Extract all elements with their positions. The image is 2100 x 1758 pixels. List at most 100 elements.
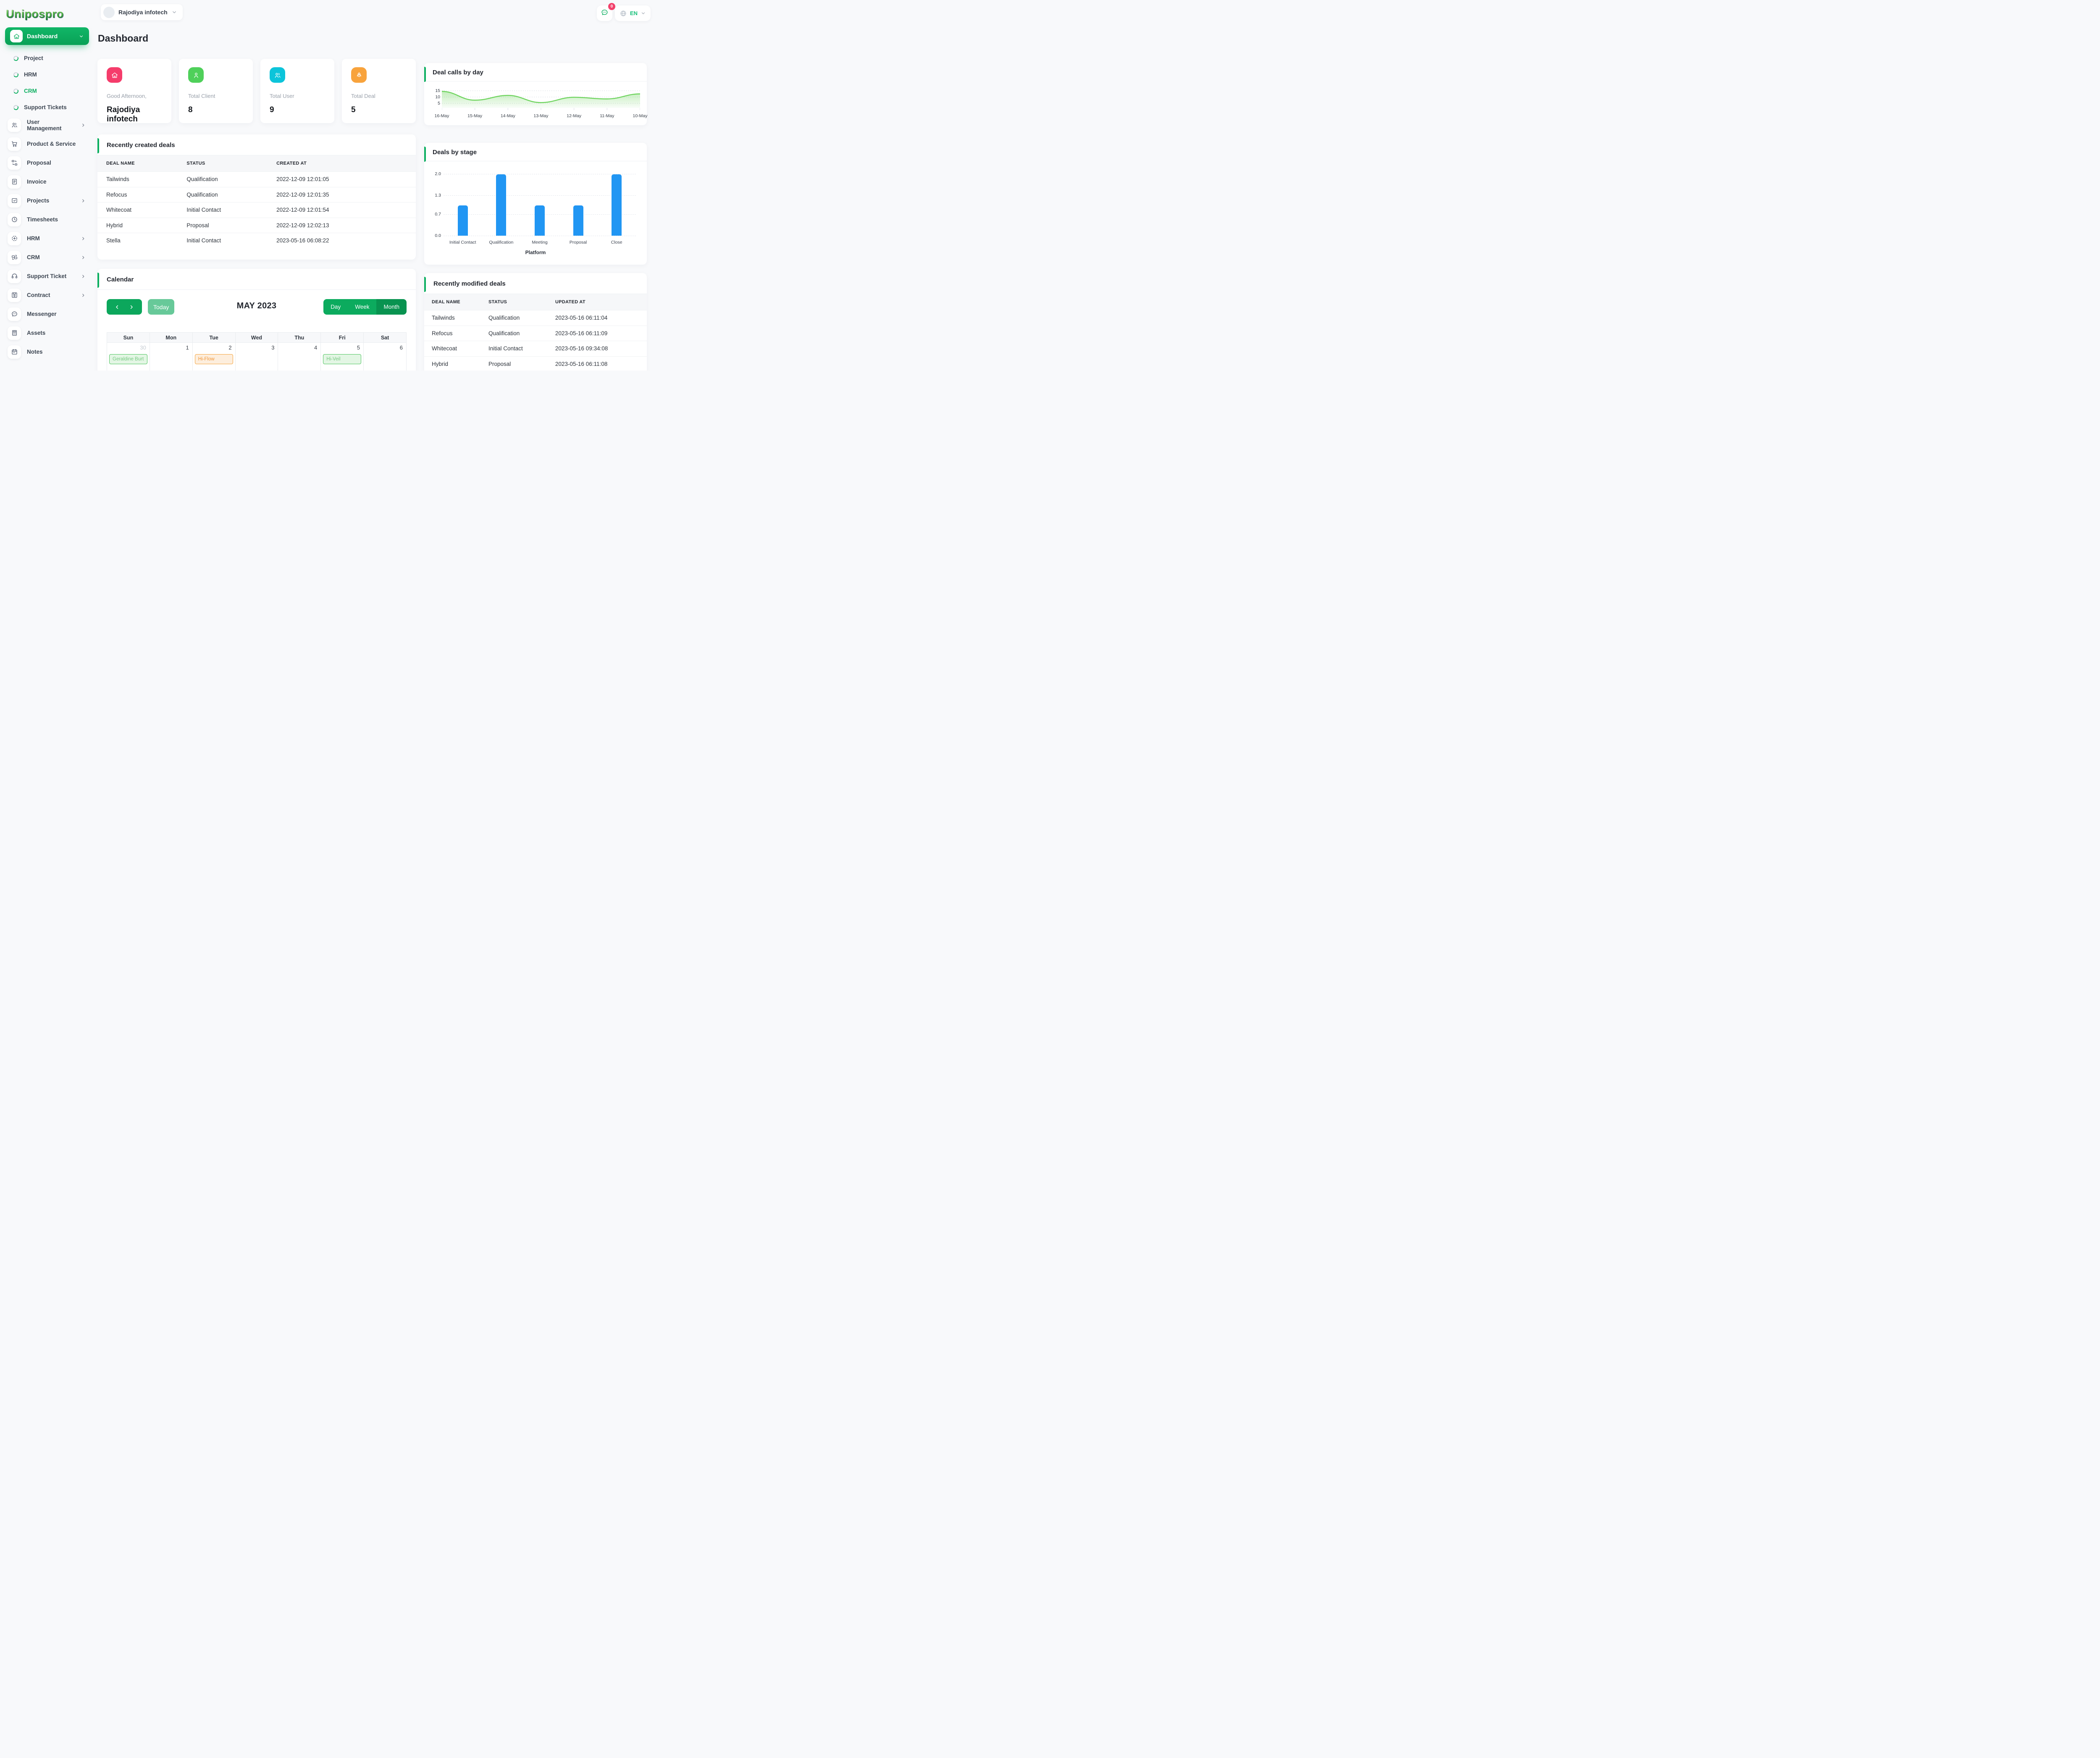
rocket-icon xyxy=(351,67,367,83)
table-cell: Qualification xyxy=(186,191,218,198)
view-button-month[interactable]: Month xyxy=(376,299,407,315)
table-cell: 2023-05-16 06:08:22 xyxy=(276,237,329,244)
chevron-right-icon xyxy=(81,255,86,260)
repeat-icon xyxy=(8,250,21,264)
x-tick-label: 16-May xyxy=(434,113,449,118)
table-header-row: DEAL NAME STATUS CREATED AT xyxy=(97,155,416,171)
calendar-day-cell[interactable]: 30 Geraldine Burt xyxy=(107,343,150,371)
today-button[interactable]: Today xyxy=(148,299,175,315)
calendar-day-cell[interactable]: 1 xyxy=(150,343,192,371)
calendar-day-cell[interactable]: 5 Hi-Veil xyxy=(321,343,364,371)
calculator-icon xyxy=(8,326,21,340)
calendar-grid: Sun Mon Tue Wed Thu Fri Sat 30 Geraldine Burt 1 2 H… xyxy=(107,332,407,371)
sidebar-item-proposal[interactable]: Proposal xyxy=(5,153,89,172)
x-tick-label: 13-May xyxy=(533,113,549,118)
sidebar-item-label: CRM xyxy=(27,254,40,260)
users-icon xyxy=(270,67,285,83)
sidebar-item-support-tickets[interactable]: Support Tickets xyxy=(5,99,89,116)
sidebar-item-notes[interactable]: Notes xyxy=(5,342,89,361)
sidebar-item-label: Proposal xyxy=(27,160,51,166)
sidebar-item-product-service[interactable]: Product & Service xyxy=(5,134,89,153)
sidebar-item-contract[interactable]: Contract xyxy=(5,286,89,305)
chat-icon xyxy=(8,307,21,321)
sidebar-item-messenger[interactable]: Messenger xyxy=(5,305,89,323)
headset-icon xyxy=(8,269,21,283)
sidebar-item-projects[interactable]: Projects xyxy=(5,191,89,210)
language-label: EN xyxy=(630,10,638,16)
table-cell: Refocus xyxy=(432,330,453,336)
stat-card-value: 8 xyxy=(188,105,193,114)
table-cell: 2023-05-16 06:11:04 xyxy=(555,315,608,321)
calendar-toolbar: Today MAY 2023 Day Week Month xyxy=(107,299,407,315)
deal-calls-chart: 15 10 5 16-May 15-May 14-May 13-May 12-May 11-M… xyxy=(433,88,647,124)
sidebar-item-crm[interactable]: CRM xyxy=(5,248,89,267)
bar-close xyxy=(612,174,622,236)
table-cell: Whitecoat xyxy=(106,207,132,213)
x-tick-label: Proposal xyxy=(569,240,587,245)
x-tick-label: 12-May xyxy=(567,113,582,118)
table-cell: Hybrid xyxy=(432,360,449,367)
table-cell: Qualification xyxy=(488,330,520,336)
table-row: Refocus Qualification 2023-05-16 06:11:09 xyxy=(424,325,647,341)
sidebar-item-user-management[interactable]: User Management xyxy=(5,116,89,134)
recent-created-table: DEAL NAME STATUS CREATED AT Tailwinds Qualif… xyxy=(97,155,416,248)
calendar-day-cell[interactable]: 4 xyxy=(278,343,321,371)
y-tick-label: 1.3 xyxy=(435,193,441,198)
sidebar-item-assets[interactable]: Assets xyxy=(5,323,89,342)
sidebar-item-label: Assets xyxy=(27,330,46,336)
prev-button[interactable] xyxy=(114,304,120,310)
company-selector[interactable]: Rajodiya infotech xyxy=(101,4,183,20)
table-cell: Initial Contact xyxy=(186,237,221,244)
table-row: Stella Initial Contact 2023-05-16 06:08:22 xyxy=(97,233,416,248)
stat-card-label: Total User xyxy=(270,93,294,99)
calendar-event[interactable]: Hi-Veil xyxy=(323,354,362,364)
weekday-header: Tue xyxy=(192,333,235,342)
table-row: Whitecoat Initial Contact 2023-05-16 09:34… xyxy=(424,341,647,356)
next-button[interactable] xyxy=(129,304,134,310)
table-cell: 2022-12-09 12:01:54 xyxy=(276,207,329,213)
messages-button[interactable]: 0 xyxy=(597,3,615,21)
stat-card-total-client: Total Client 8 xyxy=(179,59,253,123)
sidebar-item-hrm[interactable]: HRM xyxy=(5,229,89,248)
sidebar-item-crm[interactable]: CRM xyxy=(5,83,89,99)
sidebar-item-timesheets[interactable]: Timesheets xyxy=(5,210,89,229)
deals-by-stage-chart: Platform 2.0 1.3 0.7 0.0 Initial Contact Qual… xyxy=(424,162,647,265)
sidebar: Unipospro Dashboard Project HRM CRM Support … xyxy=(0,0,94,371)
y-tick-label: 2.0 xyxy=(435,171,441,176)
table-cell: Qualification xyxy=(488,315,520,321)
column-header: STATUS xyxy=(186,161,205,166)
bar-initial-contact xyxy=(457,205,468,236)
calendar-nav-group xyxy=(107,299,142,315)
bullet-icon xyxy=(13,104,19,110)
calendar-day-cell[interactable]: 6 xyxy=(364,343,406,371)
home-icon xyxy=(10,30,23,42)
calendar-day-cell[interactable]: 2 Hi-Flow xyxy=(192,343,235,371)
sidebar-item-dashboard[interactable]: Dashboard xyxy=(5,27,89,45)
table-cell: Initial Contact xyxy=(488,345,523,352)
view-button-week[interactable]: Week xyxy=(348,299,377,315)
sidebar-item-support-ticket[interactable]: Support Ticket xyxy=(5,267,89,286)
sidebar-item-label: HRM xyxy=(27,235,40,242)
page-title: Dashboard xyxy=(98,33,149,44)
stat-card-label: Good Afternoon, xyxy=(107,93,147,99)
calendar-event[interactable]: Hi-Flow xyxy=(194,354,233,364)
calendar-event[interactable]: Geraldine Burt xyxy=(109,354,147,364)
language-selector[interactable]: EN xyxy=(615,5,651,21)
y-axis-labels: 15 10 5 xyxy=(433,88,442,124)
x-axis-labels: 16-May 15-May 14-May 13-May 12-May 11-May 10-M… xyxy=(434,113,647,119)
chevron-right-icon xyxy=(81,123,86,128)
sidebar-item-invoice[interactable]: Invoice xyxy=(5,172,89,191)
sidebar-item-hrm[interactable]: HRM xyxy=(5,66,89,83)
deals-by-stage-card: Deals by stage Platform 2.0 1.3 0.7 0.0 Init… xyxy=(424,143,647,265)
app-logo: Unipospro xyxy=(6,8,89,21)
table-cell: 2022-12-09 12:01:35 xyxy=(276,191,329,198)
column-header: DEAL NAME xyxy=(432,300,460,305)
calendar-day-cell[interactable]: 3 xyxy=(235,343,278,371)
bullet-icon xyxy=(13,55,19,61)
column-header: DEAL NAME xyxy=(106,161,135,166)
sidebar-item-project[interactable]: Project xyxy=(5,50,89,66)
sidebar-item-label: Timesheets xyxy=(27,216,58,223)
y-tick-label: 10 xyxy=(435,95,440,100)
view-button-day[interactable]: Day xyxy=(323,299,348,315)
sidebar-item-label: Project xyxy=(24,55,43,61)
